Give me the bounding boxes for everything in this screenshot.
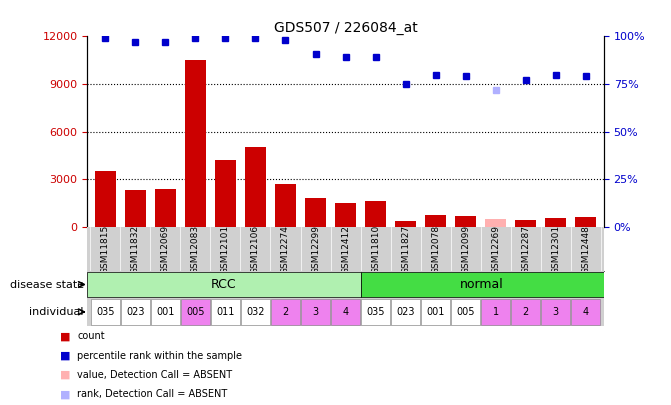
Text: percentile rank within the sample: percentile rank within the sample	[77, 351, 242, 360]
Bar	[575, 217, 597, 227]
Bar	[245, 147, 266, 227]
Bar	[391, 299, 420, 325]
Bar	[301, 299, 330, 325]
Bar	[241, 299, 270, 325]
Text: 3: 3	[553, 307, 559, 317]
Bar	[425, 215, 446, 227]
Text: 035: 035	[96, 307, 115, 317]
Text: ■: ■	[60, 390, 71, 399]
Bar	[125, 190, 146, 227]
Text: GSM12301: GSM12301	[552, 224, 560, 274]
Text: 001: 001	[156, 307, 174, 317]
Text: GSM12448: GSM12448	[581, 225, 590, 273]
Text: 023: 023	[397, 307, 415, 317]
Text: 001: 001	[427, 307, 445, 317]
Text: GSM12274: GSM12274	[281, 225, 290, 273]
Bar	[361, 299, 390, 325]
Text: 005: 005	[456, 307, 475, 317]
Bar	[87, 272, 360, 297]
Text: GSM12412: GSM12412	[341, 225, 350, 273]
Text: GSM12269: GSM12269	[491, 225, 501, 273]
Text: 4: 4	[342, 307, 349, 317]
Text: 023: 023	[126, 307, 144, 317]
Text: GSM12099: GSM12099	[461, 224, 470, 274]
Title: GDS507 / 226084_at: GDS507 / 226084_at	[274, 21, 417, 35]
Text: GSM11827: GSM11827	[401, 224, 410, 274]
Bar	[485, 219, 507, 227]
Text: ■: ■	[60, 331, 71, 341]
Bar	[305, 198, 326, 227]
Bar	[481, 299, 510, 325]
Bar	[511, 299, 540, 325]
Bar	[211, 299, 240, 325]
Bar	[335, 203, 356, 227]
Text: GSM12101: GSM12101	[221, 224, 230, 274]
Text: GSM12299: GSM12299	[311, 225, 320, 273]
Text: ■: ■	[60, 351, 71, 360]
Bar	[365, 201, 386, 227]
Bar	[181, 299, 210, 325]
Bar	[91, 299, 119, 325]
Text: 3: 3	[313, 307, 319, 317]
Bar	[151, 299, 180, 325]
Bar	[421, 299, 450, 325]
Text: GSM12106: GSM12106	[251, 224, 260, 274]
Bar	[452, 299, 480, 325]
Text: disease state: disease state	[10, 279, 84, 290]
Bar	[395, 221, 416, 227]
Text: value, Detection Call = ABSENT: value, Detection Call = ABSENT	[77, 370, 232, 380]
Text: GSM11832: GSM11832	[131, 224, 140, 274]
Bar	[95, 171, 116, 227]
Bar	[360, 272, 604, 297]
Text: 011: 011	[216, 307, 235, 317]
Text: 032: 032	[246, 307, 264, 317]
Text: 2: 2	[282, 307, 289, 317]
Bar	[515, 220, 536, 227]
Text: normal: normal	[460, 278, 504, 291]
Bar	[546, 218, 566, 227]
Text: count: count	[77, 331, 105, 341]
Bar	[215, 160, 236, 227]
Bar	[331, 299, 360, 325]
Text: 005: 005	[186, 307, 205, 317]
Bar	[455, 216, 476, 227]
Bar	[541, 299, 570, 325]
Text: 035: 035	[366, 307, 385, 317]
Text: ■: ■	[60, 370, 71, 380]
Text: rank, Detection Call = ABSENT: rank, Detection Call = ABSENT	[77, 390, 227, 399]
Text: RCC: RCC	[211, 278, 237, 291]
Text: GSM11815: GSM11815	[101, 224, 110, 274]
Text: GSM11810: GSM11810	[371, 224, 380, 274]
Text: GSM12083: GSM12083	[191, 224, 200, 274]
Bar	[121, 299, 150, 325]
Bar	[271, 299, 300, 325]
Text: 4: 4	[583, 307, 589, 317]
Text: 2: 2	[523, 307, 529, 317]
Bar	[185, 60, 206, 227]
Text: GSM12287: GSM12287	[521, 225, 530, 273]
Text: individual: individual	[30, 307, 84, 317]
Bar	[155, 189, 176, 227]
Text: 1: 1	[493, 307, 499, 317]
Text: GSM12069: GSM12069	[161, 224, 170, 274]
Bar	[572, 299, 601, 325]
Text: GSM12078: GSM12078	[431, 224, 440, 274]
Bar	[275, 184, 296, 227]
